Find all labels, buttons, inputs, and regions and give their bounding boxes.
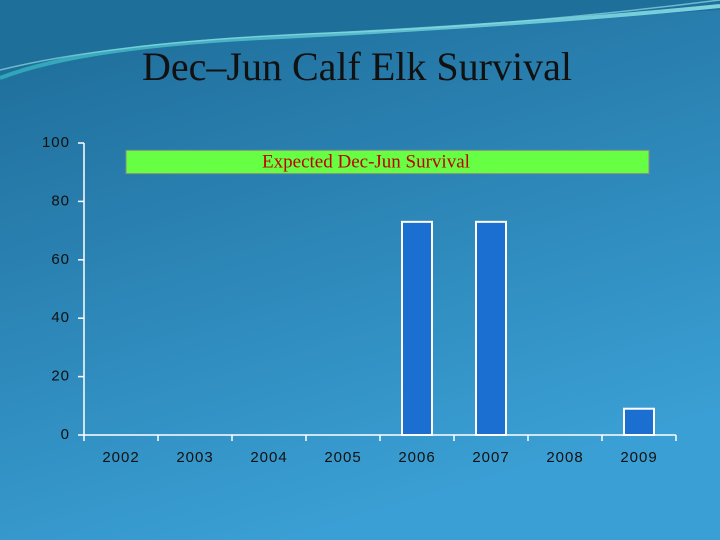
bar — [475, 220, 507, 436]
x-tick-label: 2003 — [176, 449, 213, 466]
band-label: Expected Dec-Jun Survival — [262, 151, 470, 172]
y-tick-label: 80 — [51, 192, 70, 209]
wave-line — [0, 0, 720, 71]
y-tick-label: 0 — [61, 426, 70, 443]
x-tick-label: 2007 — [472, 449, 509, 466]
y-tick-label: 100 — [42, 134, 70, 151]
y-tick-label: 60 — [51, 251, 70, 268]
x-tick-label: 2004 — [250, 449, 287, 466]
y-tick-label: 20 — [51, 368, 70, 385]
x-tick-label: 2002 — [102, 449, 139, 466]
x-tick-label: 2009 — [620, 449, 657, 466]
expected-band — [125, 149, 650, 175]
x-tick-label: 2008 — [546, 449, 583, 466]
bar — [401, 220, 433, 436]
chart-title: Dec–Jun Calf Elk Survival — [142, 44, 572, 89]
bar — [623, 407, 655, 437]
wave-line — [0, 4, 720, 80]
y-tick-label: 40 — [51, 309, 70, 326]
x-tick-label: 2005 — [324, 449, 361, 466]
x-tick-label: 2006 — [398, 449, 435, 466]
